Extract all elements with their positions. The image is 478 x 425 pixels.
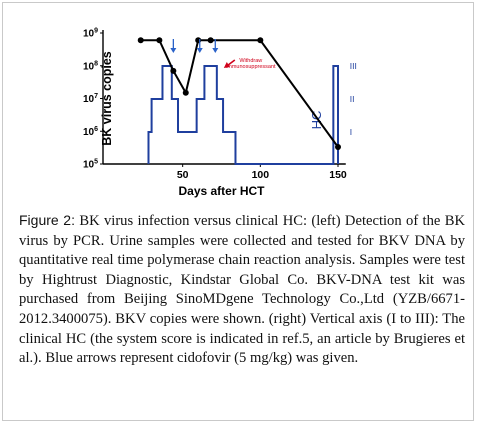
figure-frame: 105 106 107 108 109 50 100 150 Days after HCT BK … (2, 2, 474, 421)
hc-level-label: III (350, 61, 357, 71)
cidofovir-arrow-head (170, 48, 177, 53)
y-tick-label: 109 (83, 28, 98, 40)
caption-label: Figure 2: (19, 212, 75, 228)
cidofovir-arrow-head (212, 48, 219, 53)
x-tick-label: 50 (177, 169, 189, 181)
bk-virus-point (207, 37, 214, 44)
hc-axis-label: HC (309, 111, 324, 130)
bk-virus-point (182, 89, 189, 96)
bk-virus-point (257, 37, 264, 44)
hc-step-line (147, 65, 339, 165)
withdraw-label-line1: Withdraw (239, 58, 262, 64)
hc-level-label: I (350, 127, 352, 137)
cidofovir-arrow-head (196, 48, 203, 53)
y-tick-label: 107 (83, 93, 98, 105)
x-tick-label: 150 (329, 169, 347, 181)
caption-text: BK virus infection versus clinical HC: (… (19, 213, 465, 367)
withdraw-arrow-head (223, 62, 230, 68)
y-tick-label: 106 (83, 126, 98, 138)
bk-virus-point (137, 37, 144, 44)
hc-level-label: II (350, 94, 355, 104)
figure-caption: Figure 2: BK virus infection versus clin… (19, 211, 465, 369)
bk-virus-point (170, 67, 177, 74)
y-axis-title: BK virus copies (100, 51, 114, 146)
bk-virus-point (335, 144, 341, 151)
y-tick-label: 108 (83, 60, 98, 72)
x-tick-label: 100 (252, 169, 270, 181)
withdraw-label-line2: immunosuppressant (226, 64, 276, 70)
y-tick-label: 105 (83, 159, 98, 171)
x-axis-title: Days after HCT (178, 184, 265, 198)
bk-virus-point (156, 37, 163, 44)
bk-virus-chart: 105 106 107 108 109 50 100 150 Days after HCT BK … (83, 28, 357, 199)
bk-virus-line (140, 39, 339, 148)
